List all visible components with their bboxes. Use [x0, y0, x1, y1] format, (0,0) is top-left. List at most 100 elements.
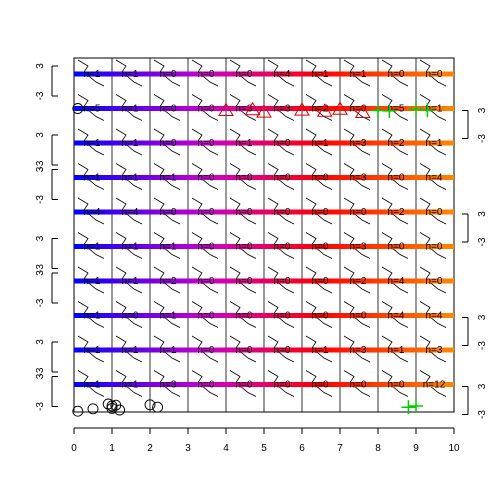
cell-count-label: n=1 [84, 173, 101, 184]
cell-count-label: n=0 [274, 380, 291, 391]
cell-count-label: n=1 [160, 311, 177, 322]
circle-point [144, 399, 156, 411]
panel-band [74, 140, 454, 146]
triangle-point [294, 102, 310, 116]
plus-point [409, 102, 423, 117]
x-tick-label: 9 [413, 443, 419, 454]
cell-count-label: n=0 [160, 104, 177, 115]
cell-count-label: n=1 [122, 69, 139, 80]
x-tick-label: 0 [71, 443, 77, 454]
left-tick-label: 3 [35, 339, 46, 345]
cell-count-label: n=0 [312, 380, 329, 391]
panel-band [74, 209, 454, 215]
cell-count-label: n=0 [274, 311, 291, 322]
cell-count-label: n=0 [312, 276, 329, 287]
cell-count-label: n=1 [350, 69, 367, 80]
cell-count-label: n=0 [350, 311, 367, 322]
cell-count-label: n=0 [236, 242, 253, 253]
cell-count-label: n=1 [388, 345, 405, 356]
panel-band [74, 382, 454, 387]
cell-count-label: n=1 [122, 380, 139, 391]
left-tick-label: 3 [35, 63, 46, 69]
triangle-point [354, 104, 371, 118]
cell-count-label: n=3 [274, 104, 291, 115]
circle-point [152, 401, 164, 413]
cell-count-label: n=1 [84, 69, 101, 80]
panel-band [74, 313, 454, 318]
right-tick-label: 3 [477, 383, 488, 389]
cell-count-label: n=0 [274, 242, 291, 253]
cell-count-label: n=0 [426, 207, 443, 218]
cell-count-label: n=1 [426, 104, 443, 115]
cell-count-label: n=0 [426, 242, 443, 253]
cell-count-label: n=0 [350, 104, 367, 115]
cell-count-label: n=1 [122, 138, 139, 149]
circle-point [106, 402, 118, 414]
cell-count-label: n=0 [236, 311, 253, 322]
right-tick-label: 3 [477, 107, 488, 113]
cell-count-label: n=0 [236, 173, 253, 184]
cell-count-label: n=1 [160, 173, 177, 184]
triangle-point [256, 104, 272, 118]
cell-count-label: n=0 [198, 345, 215, 356]
cell-count-label: n=0 [236, 345, 253, 356]
cell-count-label: n=0 [160, 207, 177, 218]
triangle-point [332, 101, 348, 115]
cell-count-label: n=0 [350, 207, 367, 218]
cell-count-label: n=3 [350, 138, 367, 149]
cell-count-label: n=0 [122, 311, 139, 322]
cell-count-label: n=1 [312, 69, 329, 80]
cell-count-label: n=2 [388, 138, 405, 149]
cell-count-label: n=0 [198, 138, 215, 149]
cell-count-label: n=5 [84, 104, 101, 115]
cell-count-label: n=0 [350, 380, 367, 391]
left-tick-label: -3 [35, 91, 46, 100]
x-tick-label: 10 [448, 443, 460, 454]
cell-count-label: n=1 [426, 138, 443, 149]
cell-count-label: n=12 [423, 380, 446, 391]
cell-count-label: n=4 [426, 173, 443, 184]
circle-point [102, 398, 114, 410]
cell-count-label: n=0 [198, 173, 215, 184]
x-tick-label: 5 [261, 443, 267, 454]
panel-band [74, 71, 454, 77]
triangle-point [316, 103, 333, 117]
panel-band [74, 106, 454, 111]
cell-count-label: n=5 [388, 104, 405, 115]
cell-count-label: n=3 [350, 345, 367, 356]
cell-count-label: n=1 [236, 138, 253, 149]
left-tick-label: 3 [35, 270, 46, 276]
left-tick-label: -3 [35, 195, 46, 204]
cell-count-label: n=0 [198, 380, 215, 391]
cell-count-label: n=3 [350, 173, 367, 184]
cell-count-label: n=1 [122, 276, 139, 287]
left-tick-label: -3 [35, 160, 46, 169]
cell-count-label: n=4 [84, 207, 101, 218]
plus-point [382, 103, 397, 118]
left-tick-label: -3 [35, 264, 46, 273]
cell-count-label: n=1 [84, 311, 101, 322]
cell-count-label: n=1 [122, 242, 139, 253]
cell-count-label: n=0 [274, 345, 291, 356]
cell-count-label: n=2 [388, 207, 405, 218]
cell-count-label: n=1 [122, 345, 139, 356]
cell-count-label: n=1 [122, 173, 139, 184]
cell-count-label: n=3 [160, 380, 177, 391]
plus-point [420, 103, 435, 118]
left-tick-label: 3 [35, 373, 46, 379]
triangle-point [244, 101, 261, 116]
cell-count-label: n=0 [388, 69, 405, 80]
plot-area: n=1 n=1 n=0 n=0 n=0 n=4 n=1 n=1 n=0 n=0 n=5 n=1 n=0 n… [72, 57, 455, 417]
cell-count-label: n=1 [122, 104, 139, 115]
axes: 0 1 2 3 4 5 6 7 8 9 103-33-33-33-33-33-33-33-33-33… [35, 63, 488, 454]
left-tick-label: -3 [35, 402, 46, 411]
cell-count-label: n=0 [312, 207, 329, 218]
panel-band [74, 278, 454, 284]
left-tick-label: -3 [35, 367, 46, 376]
circle-point [110, 399, 122, 411]
cell-count-label: n=2 [350, 276, 367, 287]
cell-count-label: n=0 [388, 173, 405, 184]
cell-count-label: n=3 [236, 104, 253, 115]
cell-count-label: n=1 [84, 380, 101, 391]
cell-count-label: n=2 [312, 104, 329, 115]
